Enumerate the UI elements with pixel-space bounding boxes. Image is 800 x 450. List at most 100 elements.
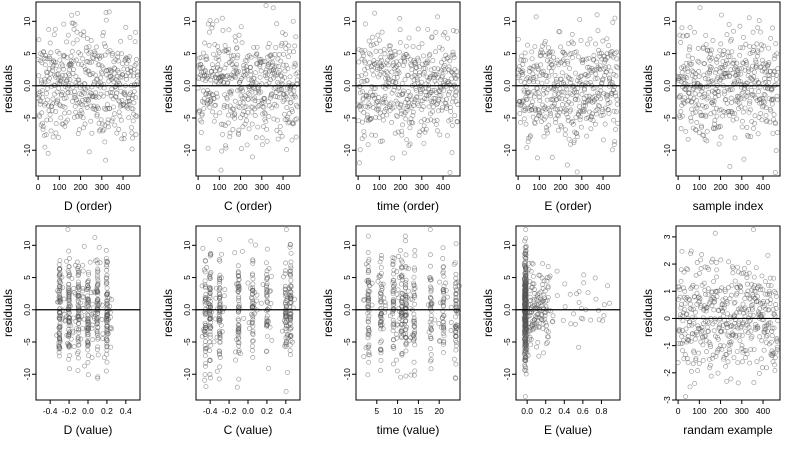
data-point: [555, 127, 561, 133]
data-point: [76, 314, 82, 320]
data-point: [606, 64, 612, 70]
data-point: [273, 84, 279, 90]
data-point: [523, 346, 529, 352]
data-point: [254, 292, 260, 298]
data-point: [85, 347, 91, 353]
data-point: [758, 42, 764, 48]
data-point: [263, 119, 269, 125]
data-point: [596, 66, 602, 72]
data-point: [66, 315, 72, 321]
data-point: [45, 150, 51, 156]
data-point: [565, 60, 571, 66]
data-point: [88, 72, 94, 78]
data-point: [199, 111, 205, 117]
data-point: [764, 118, 770, 124]
data-point: [708, 373, 714, 379]
data-point: [258, 68, 264, 74]
data-point: [287, 300, 293, 306]
data-point: [202, 258, 208, 264]
data-point: [60, 285, 66, 290]
data-point: [751, 69, 757, 75]
plot-frame: [675, 1, 781, 177]
data-point: [724, 74, 730, 80]
data-point: [725, 285, 731, 291]
data-point: [235, 327, 241, 333]
data-point: [453, 297, 458, 303]
data-point: [379, 322, 385, 328]
y-tick-label: -5: [342, 114, 352, 122]
data-point: [418, 98, 424, 104]
data-point: [51, 32, 57, 38]
x-tick-label: 0: [516, 182, 521, 192]
data-point: [519, 98, 525, 104]
data-point: [749, 307, 755, 313]
data-point: [97, 128, 102, 134]
data-point: [236, 294, 242, 300]
data-point: [771, 275, 777, 281]
data-point: [566, 136, 572, 142]
data-point: [717, 322, 723, 328]
data-point: [729, 100, 735, 106]
data-point: [57, 315, 63, 321]
data-point: [65, 90, 71, 96]
data-point: [89, 325, 95, 331]
data-point: [436, 338, 442, 344]
data-point: [739, 124, 745, 130]
data-point: [593, 71, 599, 77]
data-point: [114, 74, 120, 80]
data-point: [85, 322, 91, 328]
data-point: [766, 288, 772, 294]
data-point: [436, 108, 442, 114]
data-point: [203, 91, 209, 97]
data-point: [682, 66, 688, 72]
data-point: [415, 26, 421, 32]
data-point: [73, 57, 79, 63]
data-point: [104, 298, 110, 304]
data-point: [99, 121, 105, 127]
data-point: [91, 289, 97, 295]
data-point: [689, 106, 695, 112]
data-point: [546, 45, 551, 51]
data-point: [453, 376, 459, 381]
data-point: [685, 53, 691, 59]
data-point: [369, 132, 375, 138]
data-point: [745, 90, 751, 95]
data-point: [738, 324, 744, 330]
y-tick-label: -5: [662, 114, 672, 122]
data-point: [731, 28, 736, 34]
data-point: [92, 235, 98, 240]
data-point: [356, 59, 362, 65]
data-point: [683, 394, 689, 399]
data-point: [412, 253, 418, 259]
data-point: [264, 349, 269, 355]
data-point: [98, 117, 104, 123]
data-point: [262, 59, 268, 64]
data-point: [364, 278, 370, 284]
data-point: [454, 88, 460, 94]
data-point: [711, 299, 717, 305]
data-point: [434, 128, 440, 134]
data-point: [378, 265, 384, 271]
data-point: [686, 296, 692, 302]
data-point: [84, 36, 90, 41]
data-point: [766, 76, 772, 82]
data-point: [390, 317, 396, 323]
data-point: [90, 310, 96, 316]
data-point: [772, 362, 778, 368]
data-point: [535, 66, 541, 72]
data-point: [572, 321, 578, 327]
data-point: [253, 80, 259, 86]
data-point: [743, 61, 749, 67]
data-point: [693, 284, 699, 290]
data-point: [770, 97, 776, 103]
data-point: [195, 85, 201, 91]
data-point: [427, 294, 433, 300]
data-point: [765, 62, 771, 67]
data-point: [560, 57, 566, 63]
data-point: [561, 80, 566, 86]
data-point: [64, 39, 70, 45]
data-point: [208, 320, 214, 325]
data-point: [41, 82, 47, 88]
data-point: [420, 86, 426, 92]
